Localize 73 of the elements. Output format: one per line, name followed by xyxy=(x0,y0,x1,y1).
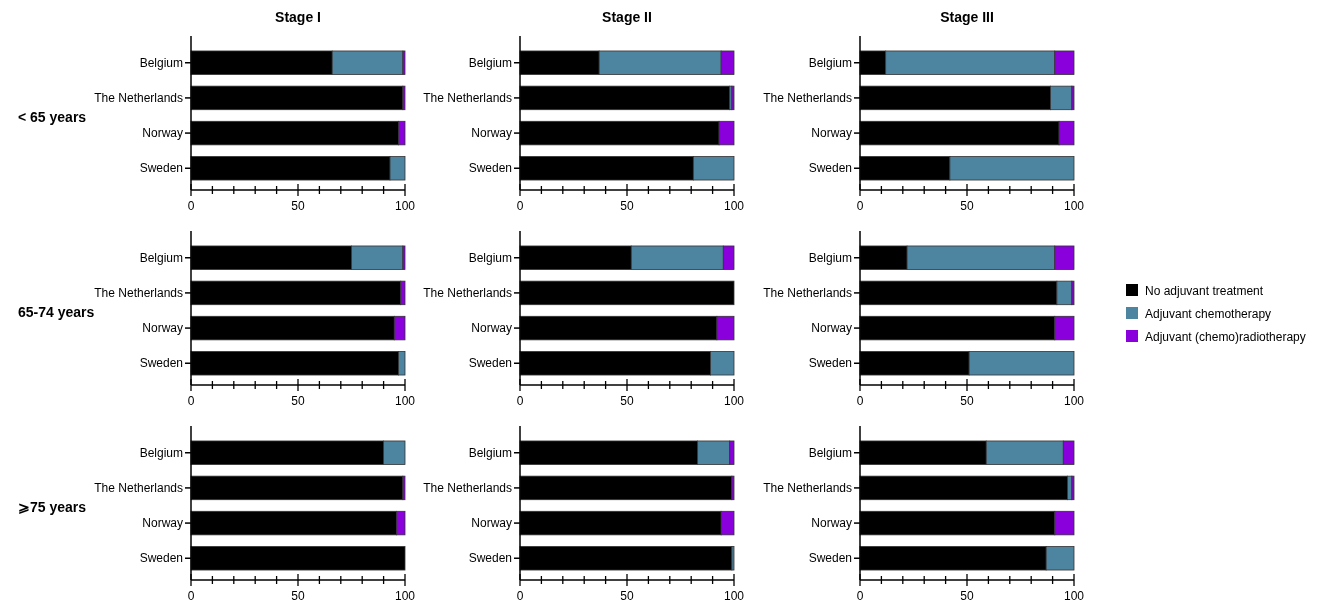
y-tick-label: Belgium xyxy=(468,250,512,265)
y-tick-label: Sweden xyxy=(808,356,852,371)
y-axis-title: ⩾75 years xyxy=(18,499,87,515)
y-tick-label: The Netherlands xyxy=(94,480,183,495)
chart-title: Stage I xyxy=(275,9,321,25)
y-tick-label: Norway xyxy=(471,321,512,336)
y-tick-label: Sweden xyxy=(468,161,512,176)
x-tick-label: 100 xyxy=(723,394,745,408)
x-tick-label: 0 xyxy=(856,589,864,602)
y-tick-label: Belgium xyxy=(139,55,183,70)
y-tick-label: Belgium xyxy=(808,445,852,460)
y-tick-label: Sweden xyxy=(139,356,183,371)
y-tick-label: Belgium xyxy=(468,445,512,460)
x-tick-label: 0 xyxy=(516,589,524,602)
x-tick-label: 50 xyxy=(291,199,305,213)
x-tick-label: 50 xyxy=(960,394,974,408)
x-tick-label: 50 xyxy=(960,589,974,602)
y-tick-label: Belgium xyxy=(808,250,852,265)
x-tick-label: 0 xyxy=(516,394,524,408)
chart-title: Stage III xyxy=(940,9,994,25)
y-tick-label: The Netherlands xyxy=(423,285,512,300)
y-tick-label: Norway xyxy=(142,516,183,531)
x-tick-label: 100 xyxy=(1063,394,1085,408)
y-tick-label: Norway xyxy=(471,516,512,531)
y-tick-label: The Netherlands xyxy=(763,285,852,300)
y-tick-label: Norway xyxy=(471,126,512,141)
y-tick-label: Norway xyxy=(811,516,852,531)
y-axis-title: < 65 years xyxy=(18,109,87,125)
y-tick-label: Norway xyxy=(142,126,183,141)
legend-label: No adjuvant treatment xyxy=(1145,284,1264,298)
x-tick-label: 50 xyxy=(291,589,305,602)
x-tick-label: 0 xyxy=(856,394,864,408)
y-tick-label: Sweden xyxy=(468,356,512,371)
x-tick-label: 100 xyxy=(394,394,416,408)
x-tick-label: 0 xyxy=(187,199,195,213)
y-tick-label: Sweden xyxy=(808,161,852,176)
x-tick-label: 50 xyxy=(291,394,305,408)
y-tick-label: Belgium xyxy=(468,55,512,70)
y-tick-label: Sweden xyxy=(139,551,183,566)
x-tick-label: 0 xyxy=(856,199,864,213)
y-tick-label: Sweden xyxy=(808,551,852,566)
x-tick-label: 0 xyxy=(187,394,195,408)
y-tick-label: Norway xyxy=(811,321,852,336)
y-tick-label: Belgium xyxy=(139,445,183,460)
x-tick-label: 50 xyxy=(620,589,634,602)
y-tick-label: The Netherlands xyxy=(763,480,852,495)
y-axis-title: 65-74 years xyxy=(18,304,95,320)
x-tick-label: 0 xyxy=(187,589,195,602)
x-tick-label: 0 xyxy=(516,199,524,213)
x-tick-label: 100 xyxy=(394,589,416,602)
y-tick-label: Belgium xyxy=(808,55,852,70)
y-tick-label: The Netherlands xyxy=(94,285,183,300)
bar xyxy=(1071,475,1075,501)
y-tick-label: Sweden xyxy=(468,551,512,566)
x-tick-label: 100 xyxy=(1063,589,1085,602)
y-tick-label: Norway xyxy=(142,321,183,336)
chart-title: Stage II xyxy=(602,9,652,25)
y-tick-label: The Netherlands xyxy=(423,90,512,105)
legend-label: Adjuvant chemotherapy xyxy=(1145,307,1272,321)
x-tick-label: 100 xyxy=(723,589,745,602)
y-tick-label: Belgium xyxy=(139,250,183,265)
x-tick-label: 100 xyxy=(723,199,745,213)
x-tick-label: 50 xyxy=(620,199,634,213)
y-tick-label: Sweden xyxy=(139,161,183,176)
x-tick-label: 100 xyxy=(394,199,416,213)
x-tick-label: 50 xyxy=(620,394,634,408)
x-tick-label: 50 xyxy=(960,199,974,213)
y-tick-label: Norway xyxy=(811,126,852,141)
legend-label: Adjuvant (chemo)radiotherapy xyxy=(1145,330,1306,344)
y-tick-label: The Netherlands xyxy=(423,480,512,495)
y-tick-label: The Netherlands xyxy=(94,90,183,105)
y-tick-label: The Netherlands xyxy=(763,90,852,105)
x-tick-label: 100 xyxy=(1063,199,1085,213)
